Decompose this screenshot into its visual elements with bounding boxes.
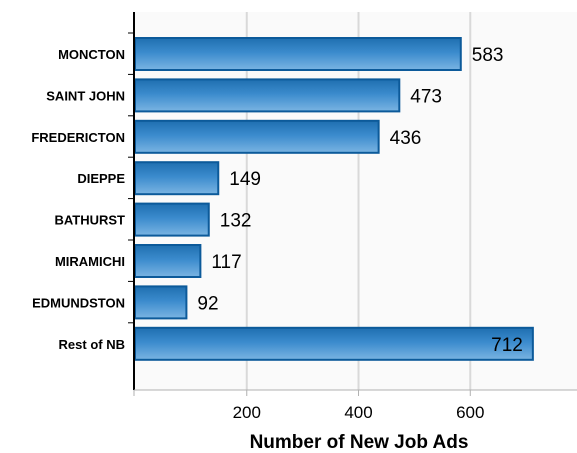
- bar-miramichi: [134, 244, 202, 278]
- x-tick-label: 400: [344, 403, 372, 422]
- x-tick-label: 200: [233, 403, 261, 422]
- data-label: 436: [390, 128, 422, 149]
- x-tick-label: 600: [456, 403, 484, 422]
- data-label: 132: [220, 211, 252, 232]
- category-label: SAINT JOHN: [46, 88, 125, 103]
- bar-saint-john: [134, 78, 401, 113]
- bar-bathurst: [134, 202, 210, 237]
- data-label: 149: [229, 169, 261, 190]
- data-label: 117: [211, 252, 241, 273]
- bar-rest-of-nb: [134, 326, 534, 361]
- category-label: EDMUNDSTON: [32, 295, 125, 310]
- category-label: MIRAMICHI: [55, 254, 125, 269]
- data-label: 712: [491, 335, 523, 356]
- category-label: DIEPPE: [77, 171, 125, 186]
- bar-series: MONCTON 583 SAINT JOHN 473 FREDERICTON 436 DIE…: [31, 32, 534, 361]
- bar-moncton: [134, 37, 462, 71]
- category-label: BATHURST: [54, 213, 125, 228]
- data-label: 473: [410, 86, 442, 107]
- category-label: FREDERICTON: [31, 130, 125, 145]
- category-label: Rest of NB: [59, 337, 125, 352]
- bar-fredericton: [134, 119, 380, 154]
- category-label: MONCTON: [58, 47, 125, 62]
- bar-edmundston: [134, 285, 188, 320]
- x-axis-ticks: 200 400 600: [133, 390, 484, 422]
- data-label: 92: [197, 293, 218, 314]
- bar-dieppe: [134, 161, 220, 196]
- x-axis-label: Number of New Job Ads: [250, 432, 469, 453]
- data-label: 583: [472, 45, 504, 66]
